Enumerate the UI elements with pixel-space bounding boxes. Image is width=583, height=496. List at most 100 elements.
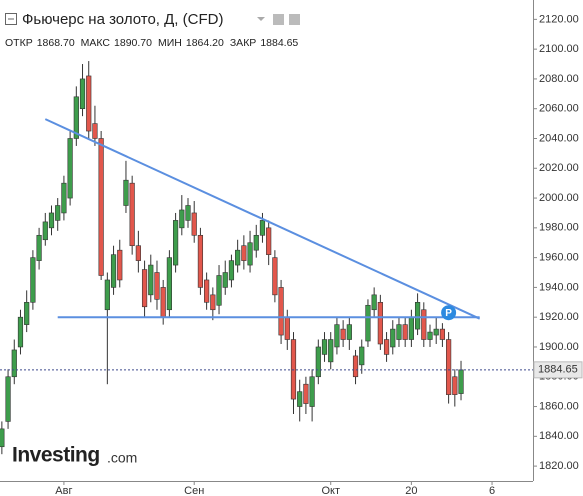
candle-body bbox=[346, 324, 352, 340]
y-tick-label: 1920.00 bbox=[539, 311, 579, 323]
event-marker[interactable] bbox=[441, 305, 457, 321]
logo-name: Investing bbox=[12, 444, 100, 467]
ohlc-value: 1864.20 bbox=[186, 37, 224, 49]
candle-body bbox=[166, 257, 172, 311]
ohlc-label: ОТКР bbox=[5, 37, 33, 49]
candle-body bbox=[340, 328, 346, 340]
candle-body bbox=[123, 179, 129, 206]
y-tick-label: 1820.00 bbox=[539, 460, 579, 472]
candle-body bbox=[383, 339, 390, 355]
candle-body bbox=[86, 75, 92, 132]
candle-body bbox=[179, 209, 185, 229]
ohlc-value: 1884.65 bbox=[260, 37, 298, 49]
candle-body bbox=[73, 96, 79, 139]
candle-body bbox=[446, 339, 452, 395]
candle-body bbox=[377, 302, 383, 345]
candle-body bbox=[135, 245, 141, 261]
candle-body bbox=[427, 331, 433, 340]
ohlc-value: 1890.70 bbox=[114, 37, 152, 49]
y-tick-label: 2120.00 bbox=[539, 13, 579, 25]
candle-body bbox=[352, 355, 359, 378]
candle-body bbox=[104, 279, 110, 311]
header: Фьючерс на золото, Д, (CFD) ОТКР 1868.70 М… bbox=[0, 6, 300, 54]
y-tick-label: 1840.00 bbox=[539, 430, 579, 442]
gear-icon[interactable] bbox=[289, 14, 300, 25]
candle-body bbox=[11, 349, 17, 378]
candle-body bbox=[272, 257, 278, 296]
candle-body bbox=[117, 249, 123, 281]
candle-body bbox=[191, 212, 197, 236]
candle-body bbox=[309, 376, 315, 407]
candle-body bbox=[290, 339, 297, 400]
candle-body bbox=[278, 287, 284, 336]
y-tick-label: 2040.00 bbox=[539, 132, 579, 144]
candle-body bbox=[452, 376, 458, 395]
candle-body bbox=[204, 279, 210, 303]
candle-body bbox=[421, 309, 427, 340]
candle-body bbox=[259, 220, 266, 236]
candle-body bbox=[458, 369, 464, 394]
candle-body bbox=[148, 264, 154, 296]
candle-body bbox=[247, 242, 253, 266]
candle-body bbox=[48, 212, 55, 229]
x-tick-label: Сен bbox=[184, 485, 204, 496]
candle-body bbox=[433, 328, 439, 336]
candle-body bbox=[253, 234, 259, 251]
candle-body bbox=[0, 428, 5, 448]
settings-icon[interactable] bbox=[273, 14, 284, 25]
ohlc-label: ЗАКР bbox=[230, 37, 256, 49]
dropdown-arrow[interactable] bbox=[257, 17, 265, 21]
candle-body bbox=[321, 339, 328, 355]
candle-body bbox=[334, 324, 340, 348]
candle-body bbox=[303, 383, 309, 404]
candle-body bbox=[185, 205, 191, 221]
y-tick-label: 2060.00 bbox=[539, 103, 579, 115]
candle-body bbox=[17, 316, 24, 348]
y-tick-label: 2020.00 bbox=[539, 162, 579, 174]
trendline bbox=[44, 118, 481, 320]
candle-body bbox=[284, 316, 290, 340]
y-tick-label: 1900.00 bbox=[539, 341, 579, 353]
candle-body bbox=[92, 123, 98, 139]
candle-body bbox=[160, 287, 166, 318]
y-tick-label: 1860.00 bbox=[539, 400, 579, 412]
y-tick-label: 1940.00 bbox=[539, 281, 579, 293]
candle-body bbox=[414, 302, 421, 330]
candle-body bbox=[216, 275, 222, 306]
candle-body bbox=[30, 257, 36, 303]
candle-body bbox=[42, 221, 48, 241]
instrument-title: Фьючерс на золото, Д, (CFD) bbox=[22, 11, 223, 28]
candle-body bbox=[24, 302, 30, 325]
candle-body bbox=[315, 346, 321, 378]
logo-suffix: .com bbox=[107, 450, 137, 466]
candle-body bbox=[36, 234, 42, 261]
candle-body bbox=[98, 138, 104, 276]
y-tick-label: 2000.00 bbox=[539, 192, 579, 204]
candle-body bbox=[266, 227, 272, 255]
candle-body bbox=[297, 391, 303, 407]
event-marker-label: P bbox=[445, 308, 452, 319]
candle-body bbox=[396, 324, 402, 340]
candle-body bbox=[5, 376, 11, 422]
candle-body bbox=[359, 346, 365, 366]
candle-body bbox=[408, 316, 414, 340]
candle-body bbox=[129, 182, 135, 247]
candle-body bbox=[390, 328, 396, 348]
collapse-icon[interactable] bbox=[5, 13, 17, 25]
candle-body bbox=[67, 138, 73, 199]
x-tick-label: Окт bbox=[321, 485, 340, 496]
y-tick-label: 1960.00 bbox=[539, 252, 579, 264]
x-tick-label: 20 bbox=[405, 485, 417, 496]
candle-body bbox=[172, 220, 179, 266]
candle-body bbox=[110, 254, 117, 288]
ohlc-label: МАКС bbox=[81, 37, 111, 49]
candle-body bbox=[197, 234, 204, 288]
candle-body bbox=[154, 272, 160, 300]
candle-body bbox=[328, 339, 334, 363]
ohlc-label: МИН bbox=[158, 37, 182, 49]
header-bg bbox=[0, 6, 272, 54]
candle-body bbox=[235, 249, 241, 266]
candle-body bbox=[55, 205, 61, 221]
